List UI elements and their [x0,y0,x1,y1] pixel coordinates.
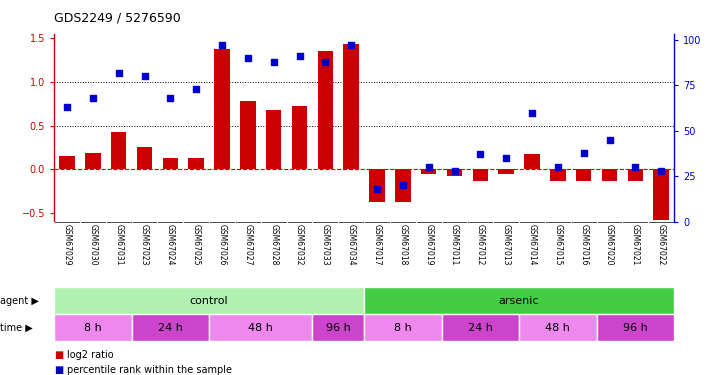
Text: GSM67031: GSM67031 [114,224,123,265]
Bar [111,132,126,169]
Text: 48 h: 48 h [545,323,570,333]
Text: percentile rank within the sample: percentile rank within the sample [67,365,232,375]
Text: GSM67019: GSM67019 [424,224,433,265]
Bar [395,169,410,201]
Text: GSM67029: GSM67029 [63,224,71,265]
Text: agent ▶: agent ▶ [0,296,39,306]
Text: GSM67015: GSM67015 [554,224,562,265]
Bar [131,314,209,341]
Bar [137,147,152,169]
Point [268,58,280,64]
Bar [596,314,674,341]
Text: GSM67014: GSM67014 [528,224,536,265]
Bar [266,110,281,169]
Point [397,182,409,188]
Text: 48 h: 48 h [248,323,273,333]
Text: GSM67030: GSM67030 [89,224,97,265]
Bar [214,49,230,169]
Point [474,152,486,157]
Text: 24 h: 24 h [158,323,183,333]
Text: GSM67023: GSM67023 [140,224,149,265]
Bar [602,169,617,180]
Text: GSM67025: GSM67025 [192,224,200,265]
Point [423,164,435,170]
Text: GSM67027: GSM67027 [244,224,252,265]
Point [138,73,150,79]
Text: 8 h: 8 h [84,323,102,333]
Text: GSM67020: GSM67020 [605,224,614,265]
Bar [54,314,131,341]
Bar [317,51,333,169]
Text: GSM67032: GSM67032 [295,224,304,265]
Text: ■: ■ [54,350,63,360]
Point [603,137,615,143]
Point [500,155,512,161]
Text: control: control [190,296,229,306]
Bar [369,169,385,201]
Bar [524,154,540,169]
Bar [292,106,307,169]
Text: time ▶: time ▶ [0,323,32,333]
Bar [498,169,514,174]
Point [242,55,254,61]
Text: GSM67022: GSM67022 [657,224,665,265]
Text: 8 h: 8 h [394,323,412,333]
Bar [209,314,312,341]
Point [216,42,228,48]
Point [629,164,641,170]
Text: GDS2249 / 5276590: GDS2249 / 5276590 [54,11,181,24]
Text: GSM67013: GSM67013 [502,224,510,265]
Bar [519,314,596,341]
Bar [59,156,75,169]
Text: GSM67034: GSM67034 [347,224,355,265]
Point [87,95,99,101]
Bar [441,314,519,341]
Text: GSM67021: GSM67021 [631,224,640,265]
Bar [54,287,364,314]
Bar [447,169,462,176]
Point [448,168,460,174]
Bar [576,169,591,180]
Text: GSM67018: GSM67018 [399,224,407,265]
Text: GSM67016: GSM67016 [579,224,588,265]
Point [293,53,305,59]
Text: GSM67033: GSM67033 [321,224,329,265]
Bar [364,287,674,314]
Point [578,150,590,156]
Bar [472,169,488,180]
Text: 96 h: 96 h [326,323,350,333]
Text: 24 h: 24 h [468,323,493,333]
Bar [364,314,441,341]
Bar [162,158,178,169]
Point [371,186,383,192]
Point [552,164,564,170]
Text: arsenic: arsenic [499,296,539,306]
Text: 96 h: 96 h [623,323,647,333]
Text: GSM67026: GSM67026 [218,224,226,265]
Point [655,168,667,174]
Text: GSM67011: GSM67011 [450,224,459,265]
Text: GSM67028: GSM67028 [269,224,278,265]
Text: GSM67024: GSM67024 [166,224,174,265]
Point [164,95,176,101]
Text: ■: ■ [54,365,63,375]
Point [526,110,538,116]
Bar [85,153,100,169]
Text: GSM67012: GSM67012 [476,224,485,265]
Point [319,58,331,64]
Text: GSM67017: GSM67017 [373,224,381,265]
Bar [653,169,669,220]
Bar [312,314,364,341]
Bar [627,169,643,180]
Point [113,69,125,75]
Point [345,42,357,48]
Bar [421,169,436,174]
Bar [343,44,359,169]
Bar [550,169,566,180]
Bar [188,158,204,169]
Bar [240,101,255,169]
Text: log2 ratio: log2 ratio [67,350,114,360]
Point [61,104,73,110]
Point [190,86,202,92]
